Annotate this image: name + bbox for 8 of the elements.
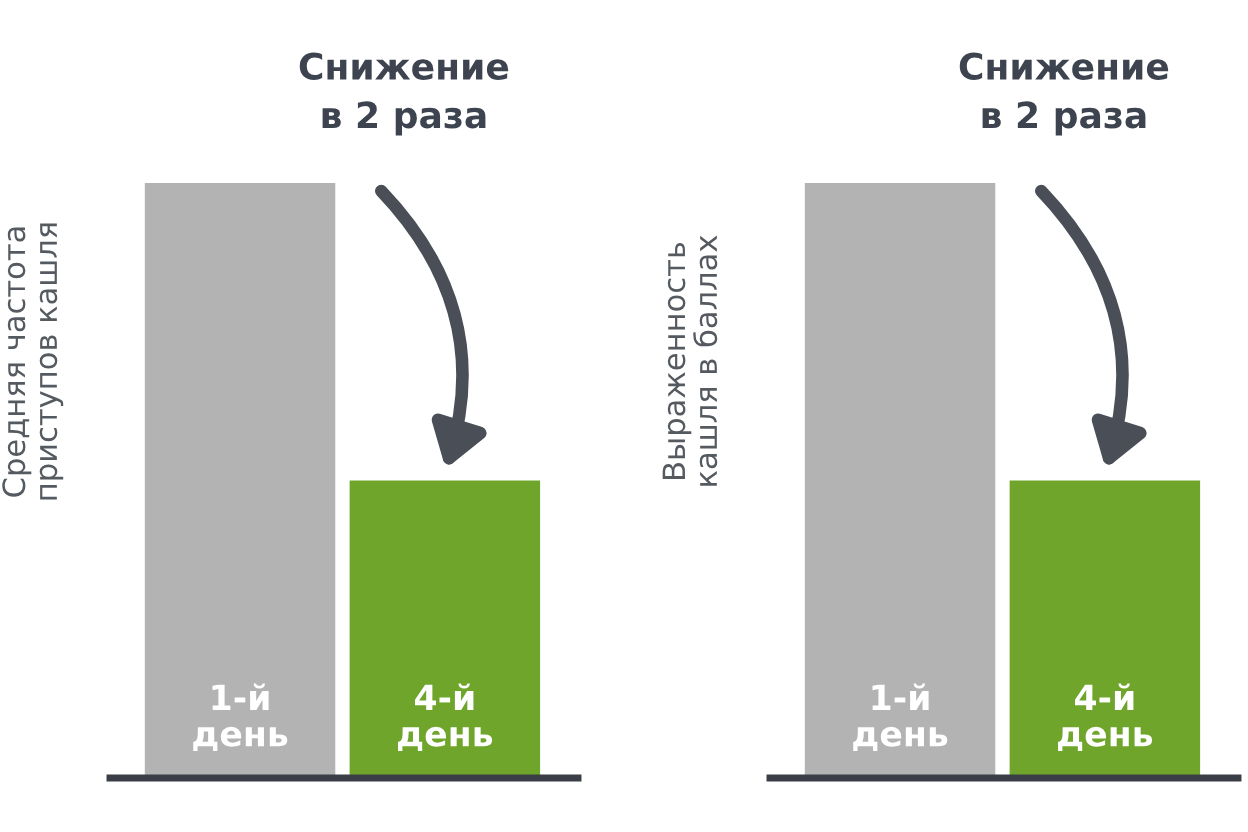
text: Снижение в 2 раза (299, 52, 509, 136)
y-axis-title: Средняя частота приступов кашля (2, 223, 64, 500)
x-tick-label: 4-й день (398, 683, 493, 751)
y-axis-title: Выраженность кашля в баллах (662, 235, 718, 486)
text: Снижение в 2 раза (959, 52, 1169, 136)
x-tick-label: 1-й день (193, 683, 288, 751)
x-tick-label: 4-й день (1058, 683, 1153, 751)
x-tick-label: 1-й день (853, 683, 948, 751)
